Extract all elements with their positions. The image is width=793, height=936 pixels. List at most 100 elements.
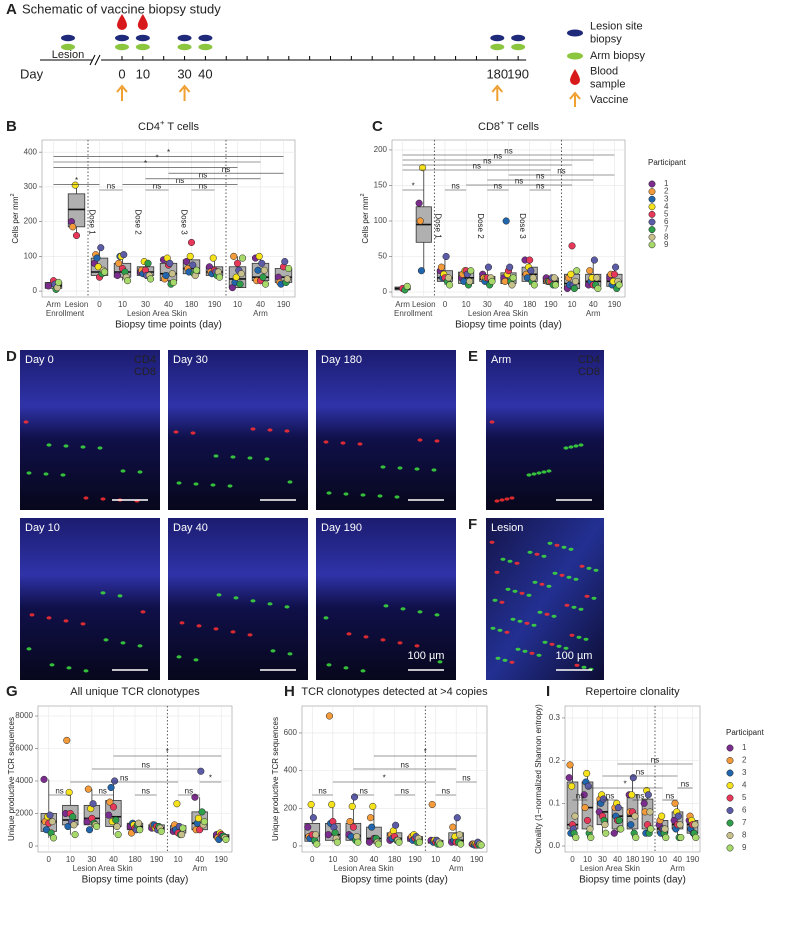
data-point — [527, 267, 535, 275]
chart-title-part: TCR clonotypes detected at >4 copies — [301, 686, 488, 698]
day-label: Day — [20, 66, 44, 81]
cell-signal — [586, 566, 592, 570]
significance-label: * — [167, 148, 170, 157]
data-point — [173, 800, 181, 808]
legend-swatch — [726, 819, 734, 827]
data-point — [113, 271, 121, 280]
cell-signal — [287, 652, 293, 656]
lesion-biopsy — [511, 34, 526, 42]
data-point — [40, 775, 48, 783]
data-point — [662, 833, 670, 842]
x-tick-label: 40 — [613, 855, 622, 864]
data-point — [428, 800, 436, 809]
cell-signal — [505, 587, 511, 591]
legend-swatch — [648, 233, 656, 241]
significance-label: ns — [636, 768, 644, 777]
vaccine-arrow-head — [491, 84, 504, 93]
x-tick-label: 10 — [568, 300, 577, 309]
data-point — [232, 273, 240, 281]
cell-signal — [363, 635, 369, 639]
group-label: Arm — [449, 864, 464, 873]
cell-signal — [507, 559, 513, 563]
chart-title-part: T cells — [505, 121, 540, 133]
cell-signal — [512, 589, 518, 593]
x-tick-label: 0 — [570, 855, 575, 864]
timepoint-label: 0 — [118, 66, 125, 81]
cell-signal — [213, 454, 219, 458]
cell-signal — [532, 580, 538, 584]
data-point — [147, 275, 155, 283]
data-point — [628, 791, 636, 799]
cell-signal — [190, 431, 196, 435]
x-tick-label: Arm — [46, 300, 61, 309]
cell-signal — [489, 420, 495, 424]
cell-signal — [499, 600, 505, 604]
x-tick-label: Lesion — [65, 300, 89, 309]
cell-signal — [216, 593, 222, 597]
x-tick-label: 10 — [583, 855, 592, 864]
cell-signal — [230, 630, 236, 634]
data-point — [692, 833, 700, 842]
cell-signal — [26, 647, 32, 651]
x-tick-label: 190 — [686, 855, 700, 864]
y-tick-label: 100 — [374, 216, 388, 225]
data-point — [442, 252, 450, 261]
data-point — [530, 281, 538, 289]
significance-label: * — [209, 774, 212, 783]
chart-title-part: Repertoire clonality — [585, 686, 680, 698]
legend-label: 1 — [742, 743, 747, 752]
group-label: Enrollment — [394, 309, 433, 318]
legend-swatch — [726, 832, 734, 839]
cell-signal — [117, 594, 123, 598]
x-tick-label: 10 — [328, 855, 337, 864]
data-point — [646, 808, 654, 816]
data-point — [615, 281, 623, 289]
data-point — [44, 282, 52, 290]
data-point — [166, 259, 174, 267]
cell-signal — [267, 428, 273, 432]
data-point — [599, 795, 607, 803]
cell-signal — [554, 543, 560, 547]
micrograph — [316, 350, 456, 510]
y-tick-label: 200 — [284, 803, 298, 812]
panel-letter: H — [284, 683, 295, 700]
significance-label: ns — [153, 182, 161, 191]
cell-signal — [80, 445, 86, 449]
significance-label: ns — [681, 780, 689, 789]
chart-title-part: + — [160, 118, 165, 127]
x-tick-label: 30 — [87, 855, 96, 864]
data-point — [395, 838, 403, 846]
data-point — [457, 840, 465, 848]
y-tick-label: 0 — [383, 287, 388, 296]
x-tick-label: 10 — [658, 855, 667, 864]
blood-drop — [117, 14, 127, 30]
group-label: Arm — [670, 864, 685, 873]
cell-signal — [576, 635, 582, 639]
data-point — [456, 831, 464, 839]
vaccine-arrow-head — [116, 84, 128, 93]
legend-lesion-icon — [567, 29, 583, 37]
legend-label: 2 — [742, 756, 747, 765]
arm-biopsy — [177, 43, 192, 51]
data-point — [101, 268, 109, 276]
x-tick-label: 190 — [277, 300, 291, 309]
x-tick-label: 40 — [589, 300, 598, 309]
cell-signal — [284, 429, 290, 433]
schematic-title: Schematic of vaccine biopsy study — [22, 1, 221, 16]
y-tick-label: 200 — [24, 217, 38, 226]
cell-signal — [213, 627, 219, 631]
y-axis-label: Unique productive TCR sequences — [7, 717, 16, 841]
tile-label: Day 180 — [321, 354, 362, 366]
data-point — [69, 813, 77, 821]
data-point — [136, 826, 144, 834]
data-point — [610, 829, 618, 837]
legend-swatch — [726, 807, 734, 814]
legend-swatch — [726, 844, 734, 852]
legend-swatch — [648, 210, 656, 218]
data-point — [69, 223, 77, 231]
x-tick-label: Arm — [395, 300, 410, 309]
y-tick-label: 100 — [24, 251, 38, 260]
legend-label: 3 — [664, 194, 669, 203]
data-point — [186, 252, 194, 260]
data-point — [365, 838, 373, 846]
